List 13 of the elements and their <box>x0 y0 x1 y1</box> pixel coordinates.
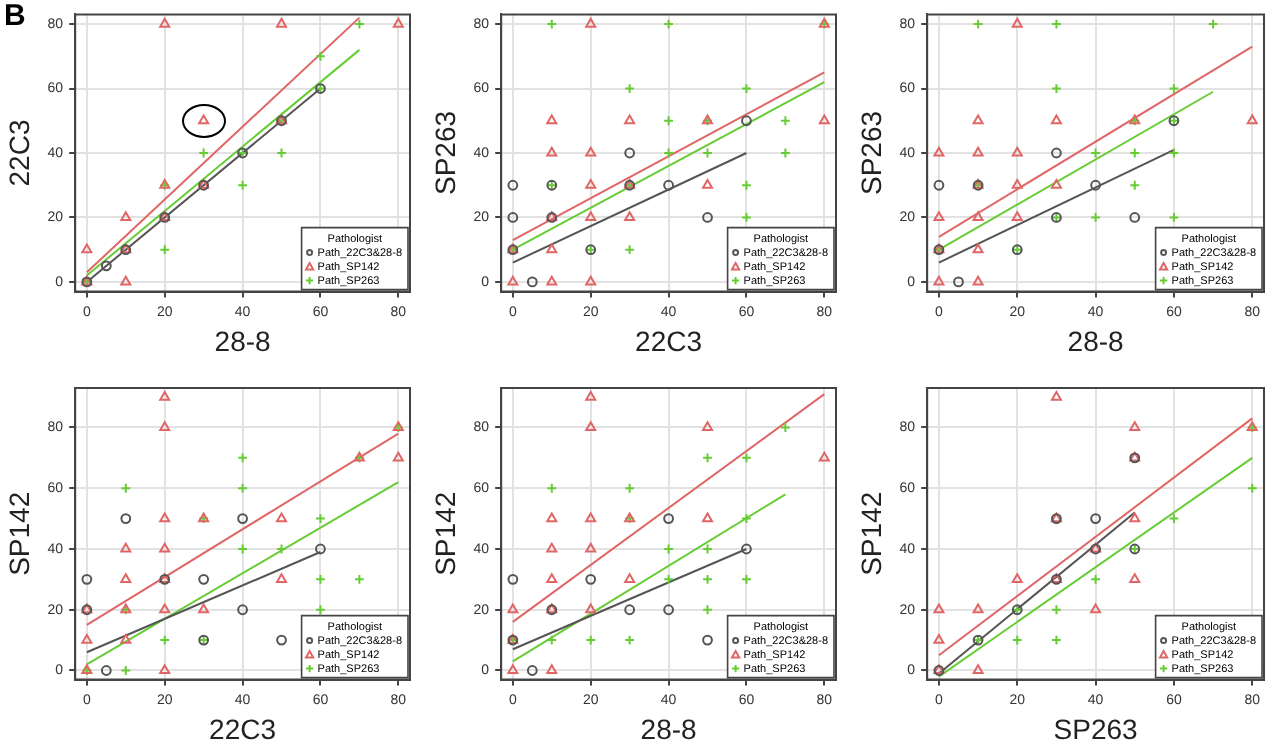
text: B <box>4 0 26 34</box>
y-axis-title: SP263 <box>854 110 887 196</box>
y-axis-title: SP142 <box>854 491 887 576</box>
x-axis-title: 28-8 <box>214 324 272 357</box>
x-axis-title: 22C3 <box>635 324 703 357</box>
y-axis-title: SP142 <box>2 491 35 576</box>
x-axis-title: 28-8 <box>640 712 698 745</box>
y-axis-title: 22C3 <box>2 119 35 187</box>
x-axis-title: SP263 <box>1053 712 1139 745</box>
y-axis-title: SP142 <box>428 491 461 576</box>
y-axis-title: SP263 <box>428 110 461 196</box>
x-axis-title: 28-8 <box>1067 324 1125 357</box>
x-axis-title: 22C3 <box>209 712 277 745</box>
